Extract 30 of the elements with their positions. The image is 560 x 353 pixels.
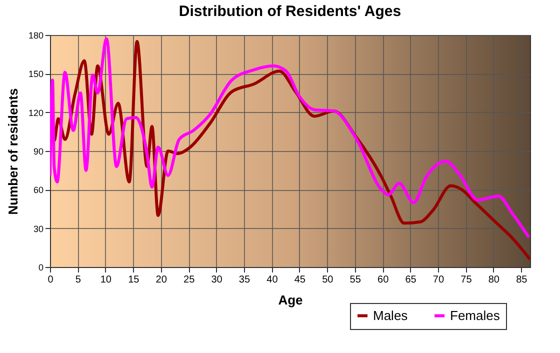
y-tick-label: 30: [33, 224, 44, 234]
y-tick-label: 150: [28, 69, 44, 80]
x-tick-label: 70: [432, 274, 444, 286]
x-tick-label: 45: [294, 274, 306, 286]
x-tick-label: 20: [156, 274, 168, 286]
x-tick-label: 0: [48, 274, 54, 286]
y-tick-label: 0: [38, 262, 44, 272]
x-tick-label: 50: [322, 274, 334, 286]
x-tick-label: 55: [350, 274, 362, 286]
x-tick-label: 60: [378, 274, 390, 286]
x-tick-label: 10: [100, 274, 112, 286]
x-tick-label: 75: [460, 274, 472, 286]
x-tick-label: 40: [266, 274, 278, 286]
legend-label: Males: [373, 308, 408, 323]
x-tick-label: 85: [516, 274, 528, 286]
x-tick-label: 15: [128, 274, 140, 286]
y-tick-label: 120: [28, 108, 44, 118]
x-tick-label: 30: [211, 274, 223, 286]
x-tick-label: 5: [75, 274, 82, 286]
x-tick-label: 25: [184, 274, 196, 286]
y-tick-label: 180: [28, 30, 44, 40]
x-tick-label: 35: [238, 274, 250, 286]
y-tick-label: 60: [33, 185, 44, 196]
y-axis-title: Number of residents: [5, 88, 20, 215]
x-axis-title: Age: [278, 292, 303, 308]
x-tick-label: 65: [405, 274, 417, 286]
x-tick-label: 80: [488, 274, 500, 286]
legend-label: Females: [450, 308, 500, 323]
y-tick-label: 90: [33, 146, 44, 156]
chart-title: Distribution of Residents' Ages: [178, 3, 402, 20]
